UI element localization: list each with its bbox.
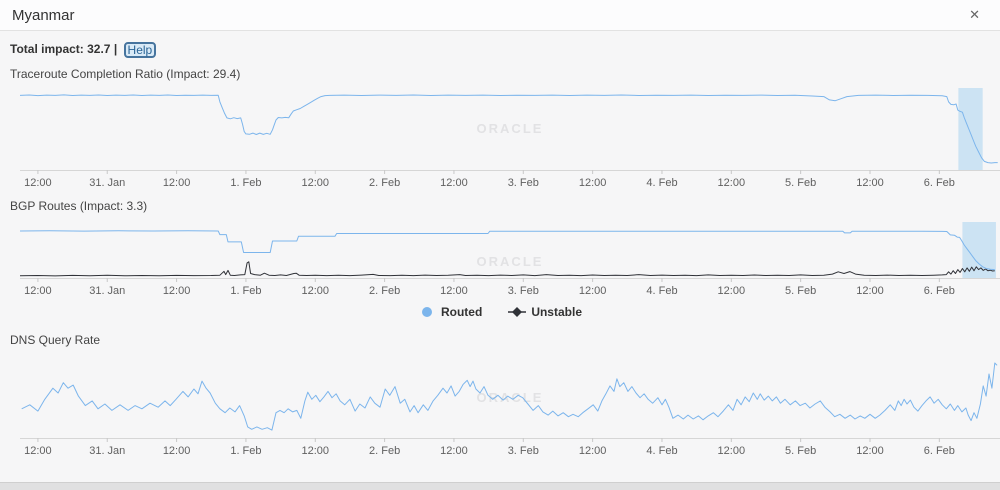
selection-band	[958, 88, 983, 170]
x-axis-label: 2. Feb	[369, 177, 400, 189]
x-axis-label: 12:00	[163, 285, 191, 297]
legend-item-unstable[interactable]: Unstable	[508, 304, 582, 320]
dns-chart[interactable]: ORACLE 12:00 31. Jan 12:00 1. Feb 12:00 2. Feb…	[10, 348, 1000, 458]
legend-item-routed[interactable]: Routed	[418, 304, 482, 320]
x-axis-label: 3. Feb	[508, 177, 539, 189]
x-axis-label: 6. Feb	[924, 177, 955, 189]
x-axis-label: 12:00	[302, 445, 330, 457]
x-axis-label: 12:00	[718, 445, 746, 457]
x-axis-label: 12:00	[302, 177, 330, 189]
x-axis-label: 12:00	[440, 445, 468, 457]
chart-title-dns: DNS Query Rate	[10, 333, 101, 347]
x-axis-label: 31. Jan	[89, 177, 125, 189]
routed-series-line	[19, 230, 995, 271]
unstable-series-line	[19, 261, 995, 277]
traceroute-plot[interactable]: ORACLE 12:00 31. Jan 12:00 1. Feb 12:00 2. Feb…	[10, 85, 1000, 190]
x-axis-label: 12:00	[302, 285, 330, 297]
x-axis-label: 31. Jan	[89, 285, 125, 297]
dialog-title: Myanmar	[12, 6, 75, 24]
dialog-header: Myanmar ✕	[0, 0, 1000, 31]
x-axis-label: 31. Jan	[89, 445, 125, 457]
x-axis-label: 5. Feb	[785, 445, 816, 457]
x-axis-label: 12:00	[718, 285, 746, 297]
x-axis-label: 12:00	[163, 177, 191, 189]
help-link[interactable]: Help	[123, 42, 157, 58]
x-axis-label: 12:00	[24, 445, 52, 457]
x-axis-label: 12:00	[163, 445, 191, 457]
x-axis-label: 12:00	[440, 177, 468, 189]
traceroute-chart[interactable]: ORACLE 12:00 31. Jan 12:00 1. Feb 12:00 2. Feb…	[10, 85, 1000, 190]
chart-title-traceroute: Traceroute Completion Ratio (Impact: 29.…	[10, 67, 241, 81]
unstable-legend-marker-icon	[508, 307, 527, 317]
x-axis-label: 12:00	[579, 445, 607, 457]
x-axis-label: 6. Feb	[924, 445, 955, 457]
x-axis-label: 12:00	[856, 177, 884, 189]
x-axis-label: 1. Feb	[230, 445, 261, 457]
x-axis-label: 2. Feb	[369, 285, 400, 297]
x-axis-label: 4. Feb	[646, 177, 677, 189]
bgp-chart[interactable]: ORACLE 12:00 31. Jan 12:00 1. Feb 12:00 2. Feb…	[10, 219, 1000, 297]
x-axis-label: 3. Feb	[508, 285, 539, 297]
completion_ratio-series-line	[19, 94, 998, 164]
x-axis-label: 5. Feb	[785, 177, 816, 189]
legend-item-label: Routed	[440, 305, 483, 319]
x-axis-label: 1. Feb	[230, 177, 261, 189]
total-impact-value: 32.7	[87, 42, 111, 56]
dialog-body: Total impact: 32.7 | Help Traceroute Com…	[0, 31, 1000, 458]
x-axis-label: 6. Feb	[924, 285, 955, 297]
routed-legend-marker-icon	[421, 307, 432, 317]
x-axis-label: 2. Feb	[369, 445, 400, 457]
x-axis-label: 12:00	[24, 285, 52, 297]
oracle-watermark: ORACLE	[477, 254, 544, 269]
x-axis-label: 12:00	[856, 285, 884, 297]
legend-item-label: Unstable	[531, 305, 582, 319]
x-axis-label: 12:00	[24, 177, 52, 189]
x-axis-label: 12:00	[579, 177, 607, 189]
bgp-plot[interactable]: ORACLE 12:00 31. Jan 12:00 1. Feb 12:00 2. Feb…	[10, 219, 1000, 297]
x-axis-label: 4. Feb	[646, 445, 677, 457]
bgp-legend: Routed Unstable	[10, 304, 990, 320]
chart-title-bgp: BGP Routes (Impact: 3.3)	[10, 199, 148, 213]
impact-help-separator: |	[113, 42, 118, 56]
x-axis-label: 4. Feb	[646, 285, 677, 297]
close-icon[interactable]: ✕	[961, 5, 988, 25]
bottom-strip	[0, 482, 1000, 490]
oracle-watermark: ORACLE	[477, 121, 544, 136]
dns_rate-series-line	[21, 362, 998, 431]
x-axis-label: 3. Feb	[508, 445, 539, 457]
x-axis-label: 5. Feb	[785, 285, 816, 297]
x-axis-label: 1. Feb	[230, 285, 261, 297]
total-impact-label: Total impact:	[10, 42, 84, 56]
total-impact-row: Total impact: 32.7 | Help	[10, 41, 990, 58]
x-axis-label: 12:00	[718, 177, 746, 189]
x-axis-label: 12:00	[856, 445, 884, 457]
x-axis-label: 12:00	[579, 285, 607, 297]
x-axis-label: 12:00	[440, 285, 468, 297]
